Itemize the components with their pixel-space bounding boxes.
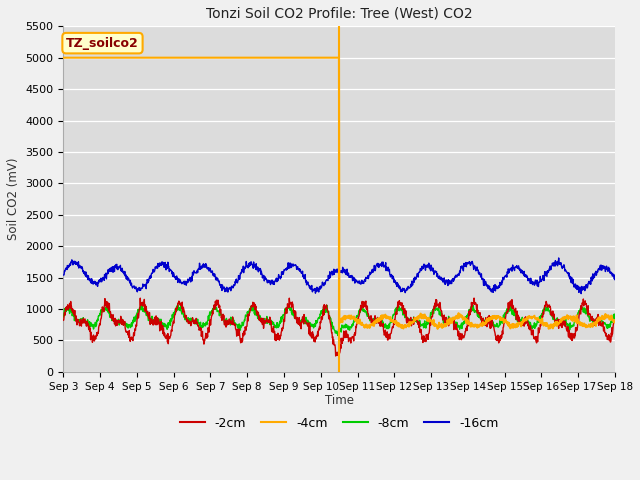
Title: Tonzi Soil CO2 Profile: Tree (West) CO2: Tonzi Soil CO2 Profile: Tree (West) CO2 bbox=[206, 7, 472, 21]
X-axis label: Time: Time bbox=[324, 394, 354, 408]
Text: TZ_soilco2: TZ_soilco2 bbox=[66, 36, 139, 49]
Legend: -2cm, -4cm, -8cm, -16cm: -2cm, -4cm, -8cm, -16cm bbox=[175, 412, 504, 434]
Y-axis label: Soil CO2 (mV): Soil CO2 (mV) bbox=[7, 158, 20, 240]
